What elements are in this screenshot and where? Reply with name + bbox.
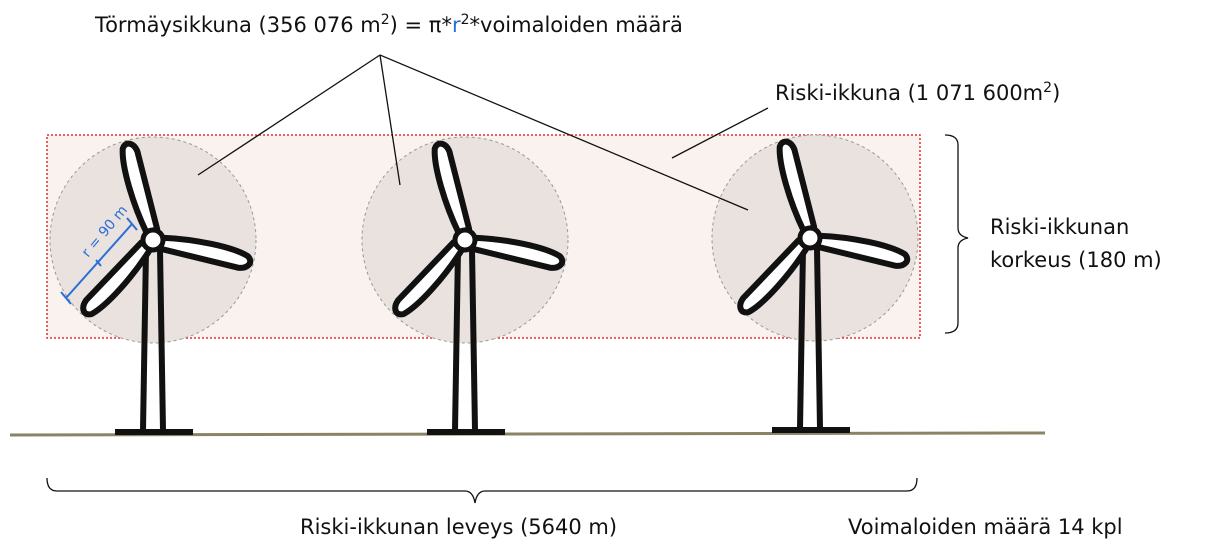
height-label: Riski-ikkunan [990, 215, 1129, 239]
radius-marker [60, 217, 138, 305]
leader-lines [46, 54, 969, 504]
text: Törmäysikkuna (356 076 m [94, 13, 381, 37]
height-label: korkeus (180 m) [990, 248, 1162, 272]
text: 2 [381, 12, 390, 28]
text: 2 [1043, 80, 1052, 96]
text: ) [1052, 81, 1060, 105]
text: 2 [461, 12, 470, 28]
text: *voimaloiden määrä [470, 13, 683, 37]
collision-window-label: Törmäysikkuna (356 076 m2) = π*r2*voimal… [94, 12, 683, 37]
risk-window-label: Riski-ikkuna (1 071 600m2) [775, 80, 1060, 105]
text: ) = π* [390, 13, 452, 37]
text: Riski-ikkuna (1 071 600m [775, 81, 1043, 105]
width-label: Riski-ikkunan leveys (5640 m) [300, 515, 617, 539]
text: r [452, 13, 461, 37]
count-label: Voimaloiden määrä 14 kpl [848, 515, 1123, 539]
